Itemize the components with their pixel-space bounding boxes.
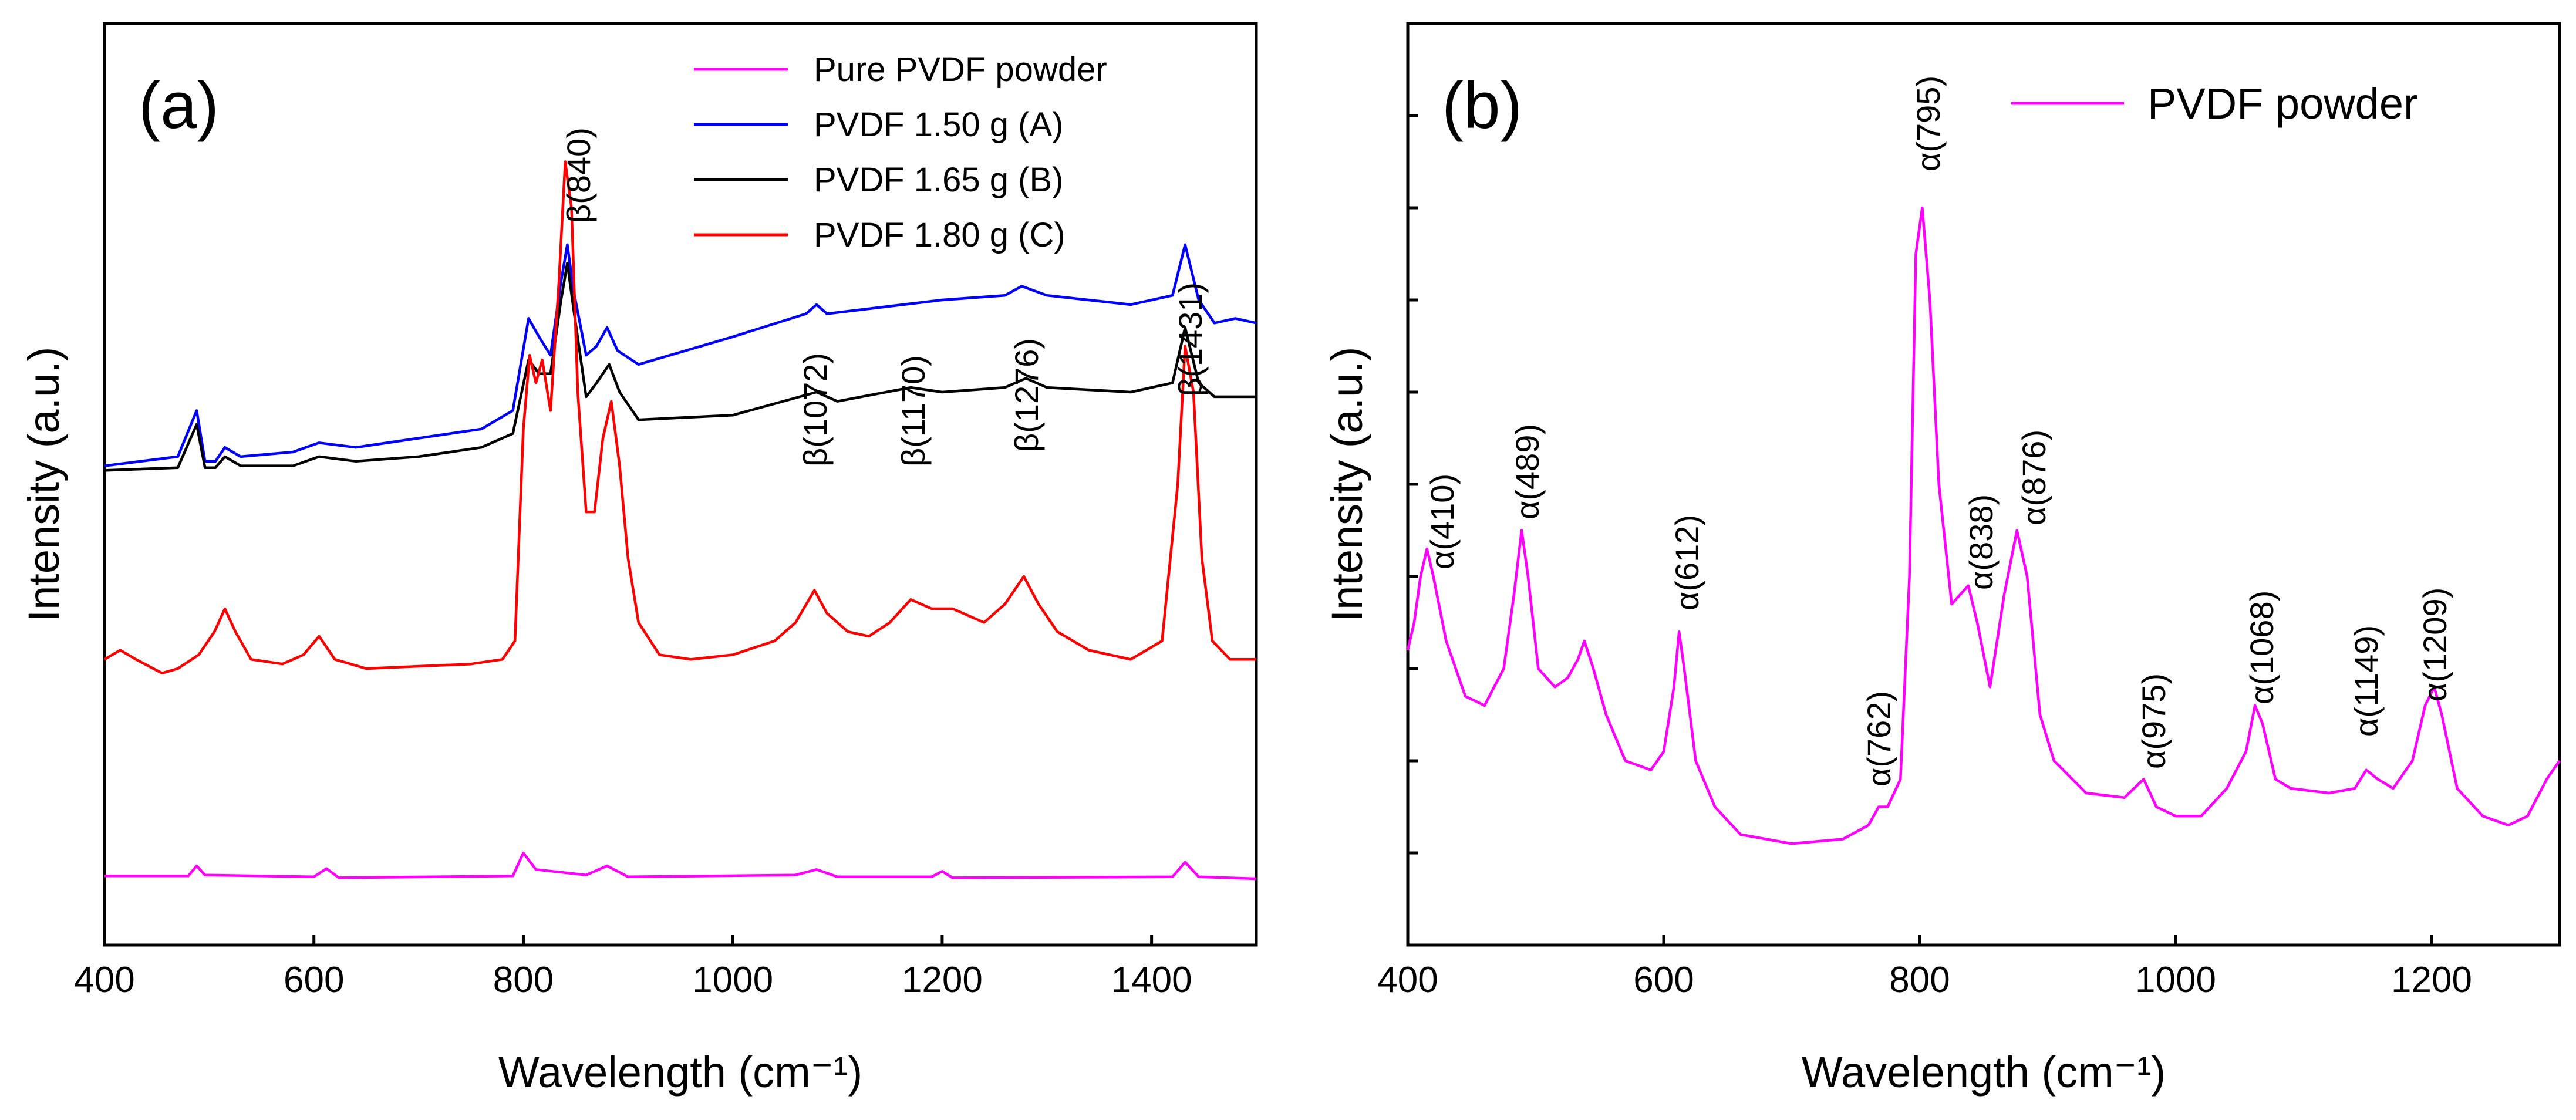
peak-label-alpha-975: α(975) [2135, 673, 2172, 769]
series-line-pure-pvdf-powder [104, 851, 1257, 881]
peak-label-alpha-489: α(489) [1509, 424, 1546, 519]
series-line-pvdf-1-50g-a [104, 243, 1257, 467]
peak-label-alpha-876: α(876) [2015, 430, 2052, 525]
panel-b: 400 600 800 1000 1200 α(410) α(489) α(612) α… [1323, 22, 2561, 1097]
peak-label-alpha-795: α(795) [1910, 76, 1947, 171]
series-group-a [103, 160, 1257, 881]
peak-label-alpha-1149: α(1149) [2348, 625, 2385, 737]
legend-label-pvdf-1-80g-c: PVDF 1.80 g (C) [814, 216, 1066, 254]
panel-label-a: (a) [139, 69, 219, 142]
peak-label-beta-1170: β(1170) [895, 355, 932, 467]
peak-label-beta-1276: β(1276) [1008, 338, 1045, 452]
legend-label-pvdf-powder: PVDF powder [2147, 79, 2418, 128]
plot-frame-a [103, 22, 1258, 947]
peak-label-alpha-612: α(612) [1668, 515, 1705, 610]
y-axis-title-a: Intensity (a.u.) [19, 347, 68, 622]
x-tick-label-600: 600 [284, 960, 344, 1000]
peak-annotations-a: β(840) β(1072) β(1170) β(1276) β(1431) [560, 127, 1209, 467]
x-axis-ticks-b: 400 600 800 1000 1200 [1377, 935, 2472, 1000]
series-group-b [1406, 206, 2561, 845]
y-axis-ticks-b [1408, 114, 1418, 855]
x-tick-label-800: 800 [493, 960, 554, 1000]
legend-label-pvdf-1-65g-b: PVDF 1.65 g (B) [814, 161, 1063, 199]
legend-label-pure-pvdf-powder: Pure PVDF powder [814, 50, 1107, 89]
legend-b: PVDF powder [2011, 79, 2418, 128]
x-tick-label-400: 400 [1377, 960, 1438, 1000]
x-axis-ticks-a: 400 600 800 1000 1200 1400 [74, 935, 1192, 1000]
x-tick-label-1000: 1000 [2135, 960, 2216, 1000]
peak-label-beta-840: β(840) [560, 127, 597, 223]
x-tick-label-600: 600 [1633, 960, 1694, 1000]
peak-label-alpha-838: α(838) [1963, 494, 2000, 590]
x-tick-label-1400: 1400 [1111, 960, 1192, 1000]
peak-label-alpha-410: α(410) [1424, 474, 1461, 569]
x-tick-label-1200: 1200 [902, 960, 983, 1000]
x-tick-label-400: 400 [74, 960, 134, 1000]
peak-label-beta-1431: β(1431) [1172, 282, 1209, 396]
legend-a: Pure PVDF powder PVDF 1.50 g (A) PVDF 1.… [694, 50, 1107, 254]
peak-label-alpha-762: α(762) [1860, 691, 1897, 787]
panel-a: 400 600 800 1000 1200 1400 β(840) β(1072) β(1… [19, 22, 1258, 1097]
x-axis-title-b: Wavelength (cm⁻¹) [1802, 1048, 2166, 1097]
series-line-pvdf-1-65g-b [104, 261, 1256, 472]
plot-frame-b [1406, 22, 2561, 947]
x-tick-label-1200: 1200 [2391, 960, 2472, 1000]
peak-label-alpha-1209: α(1209) [2416, 588, 2453, 701]
series-line-pvdf-powder [1406, 206, 2561, 845]
peak-annotations-b: α(410) α(489) α(612) α(762) α(795) α(838… [1424, 76, 2453, 787]
series-line-pvdf-1-80g-c [103, 160, 1256, 675]
y-axis-title-b: Intensity (a.u.) [1323, 347, 1371, 622]
legend-label-pvdf-1-50g-a: PVDF 1.50 g (A) [814, 106, 1063, 144]
panel-label-b: (b) [1442, 69, 1522, 142]
x-tick-label-1000: 1000 [692, 960, 773, 1000]
x-tick-label-800: 800 [1889, 960, 1950, 1000]
peak-label-beta-1072: β(1072) [797, 353, 834, 467]
peak-label-alpha-1068: α(1068) [2243, 591, 2280, 704]
x-axis-title-a: Wavelength (cm⁻¹) [498, 1048, 862, 1097]
